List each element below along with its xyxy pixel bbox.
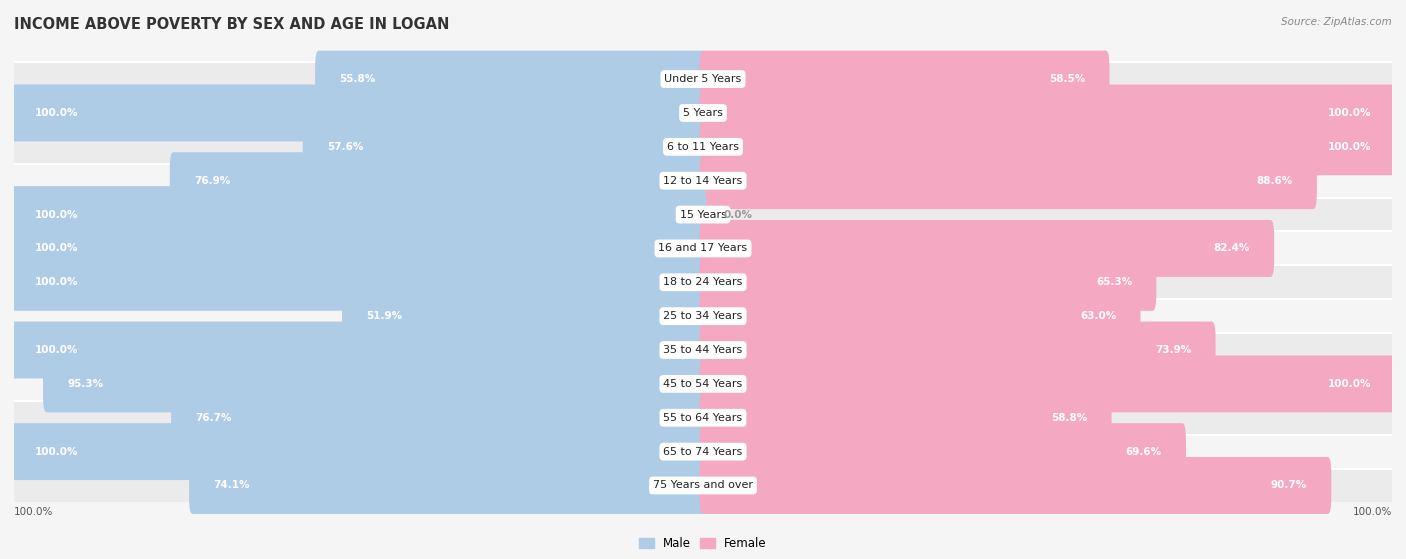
FancyBboxPatch shape (700, 423, 1185, 480)
FancyBboxPatch shape (14, 266, 1392, 299)
FancyBboxPatch shape (188, 457, 706, 514)
Text: 100.0%: 100.0% (14, 507, 53, 517)
Text: 73.9%: 73.9% (1156, 345, 1191, 355)
FancyBboxPatch shape (700, 288, 1140, 344)
FancyBboxPatch shape (14, 231, 1392, 266)
FancyBboxPatch shape (302, 119, 706, 176)
FancyBboxPatch shape (11, 84, 706, 141)
FancyBboxPatch shape (14, 468, 1392, 503)
Text: Source: ZipAtlas.com: Source: ZipAtlas.com (1281, 17, 1392, 27)
FancyBboxPatch shape (700, 119, 1395, 176)
FancyBboxPatch shape (11, 186, 706, 243)
FancyBboxPatch shape (14, 198, 1392, 231)
Text: 18 to 24 Years: 18 to 24 Years (664, 277, 742, 287)
FancyBboxPatch shape (14, 299, 1392, 333)
FancyBboxPatch shape (700, 356, 1395, 413)
FancyBboxPatch shape (11, 220, 706, 277)
FancyBboxPatch shape (14, 401, 1392, 435)
FancyBboxPatch shape (14, 367, 1392, 401)
Text: 15 Years: 15 Years (679, 210, 727, 220)
Text: 63.0%: 63.0% (1080, 311, 1116, 321)
Text: 95.3%: 95.3% (67, 379, 103, 389)
Text: Under 5 Years: Under 5 Years (665, 74, 741, 84)
Text: 51.9%: 51.9% (366, 311, 402, 321)
FancyBboxPatch shape (11, 254, 706, 311)
Text: 100.0%: 100.0% (35, 447, 79, 457)
Text: 58.8%: 58.8% (1052, 413, 1087, 423)
Text: 16 and 17 Years: 16 and 17 Years (658, 243, 748, 253)
Text: 88.6%: 88.6% (1257, 176, 1292, 186)
Text: 55 to 64 Years: 55 to 64 Years (664, 413, 742, 423)
Text: 76.9%: 76.9% (194, 176, 231, 186)
FancyBboxPatch shape (14, 130, 1392, 164)
FancyBboxPatch shape (14, 62, 1392, 96)
Text: INCOME ABOVE POVERTY BY SEX AND AGE IN LOGAN: INCOME ABOVE POVERTY BY SEX AND AGE IN L… (14, 17, 450, 32)
Text: 65.3%: 65.3% (1095, 277, 1132, 287)
FancyBboxPatch shape (700, 84, 1395, 141)
Text: 25 to 34 Years: 25 to 34 Years (664, 311, 742, 321)
Text: 0.0%: 0.0% (724, 210, 752, 220)
FancyBboxPatch shape (700, 220, 1274, 277)
FancyBboxPatch shape (170, 152, 706, 209)
Text: 65 to 74 Years: 65 to 74 Years (664, 447, 742, 457)
FancyBboxPatch shape (700, 152, 1317, 209)
Text: 76.7%: 76.7% (195, 413, 232, 423)
FancyBboxPatch shape (172, 389, 706, 446)
Text: 100.0%: 100.0% (1327, 108, 1371, 118)
Text: 74.1%: 74.1% (214, 481, 250, 490)
Text: 82.4%: 82.4% (1213, 243, 1250, 253)
Text: 69.6%: 69.6% (1126, 447, 1161, 457)
Text: 100.0%: 100.0% (1353, 507, 1392, 517)
Text: 100.0%: 100.0% (35, 277, 79, 287)
FancyBboxPatch shape (44, 356, 706, 413)
FancyBboxPatch shape (14, 96, 1392, 130)
Text: 75 Years and over: 75 Years and over (652, 481, 754, 490)
FancyBboxPatch shape (11, 321, 706, 378)
Text: 35 to 44 Years: 35 to 44 Years (664, 345, 742, 355)
Text: 100.0%: 100.0% (35, 108, 79, 118)
Text: 100.0%: 100.0% (35, 210, 79, 220)
Text: 100.0%: 100.0% (35, 345, 79, 355)
FancyBboxPatch shape (700, 321, 1216, 378)
FancyBboxPatch shape (700, 254, 1156, 311)
Text: 90.7%: 90.7% (1271, 481, 1308, 490)
Text: 12 to 14 Years: 12 to 14 Years (664, 176, 742, 186)
FancyBboxPatch shape (700, 389, 1112, 446)
FancyBboxPatch shape (700, 51, 1109, 107)
Text: 100.0%: 100.0% (1327, 142, 1371, 152)
FancyBboxPatch shape (342, 288, 706, 344)
Text: 5 Years: 5 Years (683, 108, 723, 118)
Legend: Male, Female: Male, Female (634, 532, 772, 555)
Text: 55.8%: 55.8% (339, 74, 375, 84)
FancyBboxPatch shape (315, 51, 706, 107)
Text: 6 to 11 Years: 6 to 11 Years (666, 142, 740, 152)
Text: 58.5%: 58.5% (1049, 74, 1085, 84)
Text: 57.6%: 57.6% (326, 142, 363, 152)
FancyBboxPatch shape (11, 423, 706, 480)
FancyBboxPatch shape (14, 435, 1392, 468)
Text: 100.0%: 100.0% (1327, 379, 1371, 389)
Text: 45 to 54 Years: 45 to 54 Years (664, 379, 742, 389)
Text: 100.0%: 100.0% (35, 243, 79, 253)
FancyBboxPatch shape (700, 457, 1331, 514)
FancyBboxPatch shape (14, 164, 1392, 198)
FancyBboxPatch shape (14, 333, 1392, 367)
